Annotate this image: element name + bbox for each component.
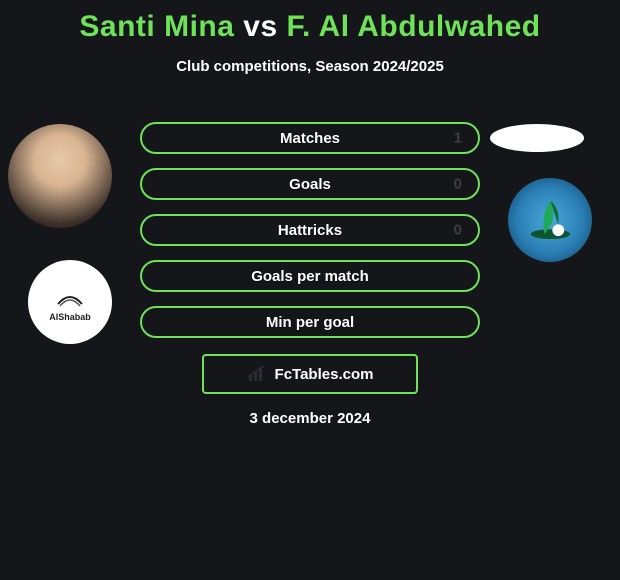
brand-box: FcTables.com: [202, 354, 418, 394]
club-left-label: AlShabab: [28, 260, 112, 344]
shabab-icon: [50, 282, 90, 312]
player1-name: Santi Mina: [79, 10, 234, 43]
stat-row-hattricks: Hattricks 0: [140, 214, 480, 246]
player1-avatar: [8, 124, 112, 228]
comparison-title: Santi Mina vs F. Al Abdulwahed: [0, 0, 620, 44]
stat-label: Goals: [289, 176, 331, 193]
date-text: 3 december 2024: [0, 410, 620, 427]
player1-club-logo: AlShabab: [28, 260, 112, 344]
alfateh-icon: [521, 191, 580, 250]
stat-value-right: 0: [454, 222, 462, 239]
stat-row-goals-per-match: Goals per match: [140, 260, 480, 292]
stat-label: Goals per match: [251, 268, 369, 285]
vs-text: vs: [243, 10, 277, 43]
club-right-inner: [508, 178, 592, 262]
stats-container: Matches 1 Goals 0 Hattricks 0 Goals per …: [140, 122, 480, 352]
stat-label: Min per goal: [266, 314, 354, 331]
player2-avatar-placeholder: [490, 124, 584, 152]
subtitle: Club competitions, Season 2024/2025: [0, 58, 620, 75]
stat-row-goals: Goals 0: [140, 168, 480, 200]
stat-row-min-per-goal: Min per goal: [140, 306, 480, 338]
stat-value-right: 0: [454, 176, 462, 193]
player2-name: F. Al Abdulwahed: [286, 10, 540, 43]
stat-row-matches: Matches 1: [140, 122, 480, 154]
brand-text: FcTables.com: [275, 366, 374, 383]
stat-label: Hattricks: [278, 222, 342, 239]
player2-club-logo: [508, 178, 592, 262]
bar-chart-icon: [247, 365, 269, 383]
stat-label: Matches: [280, 130, 340, 147]
stat-value-right: 1: [454, 130, 462, 147]
